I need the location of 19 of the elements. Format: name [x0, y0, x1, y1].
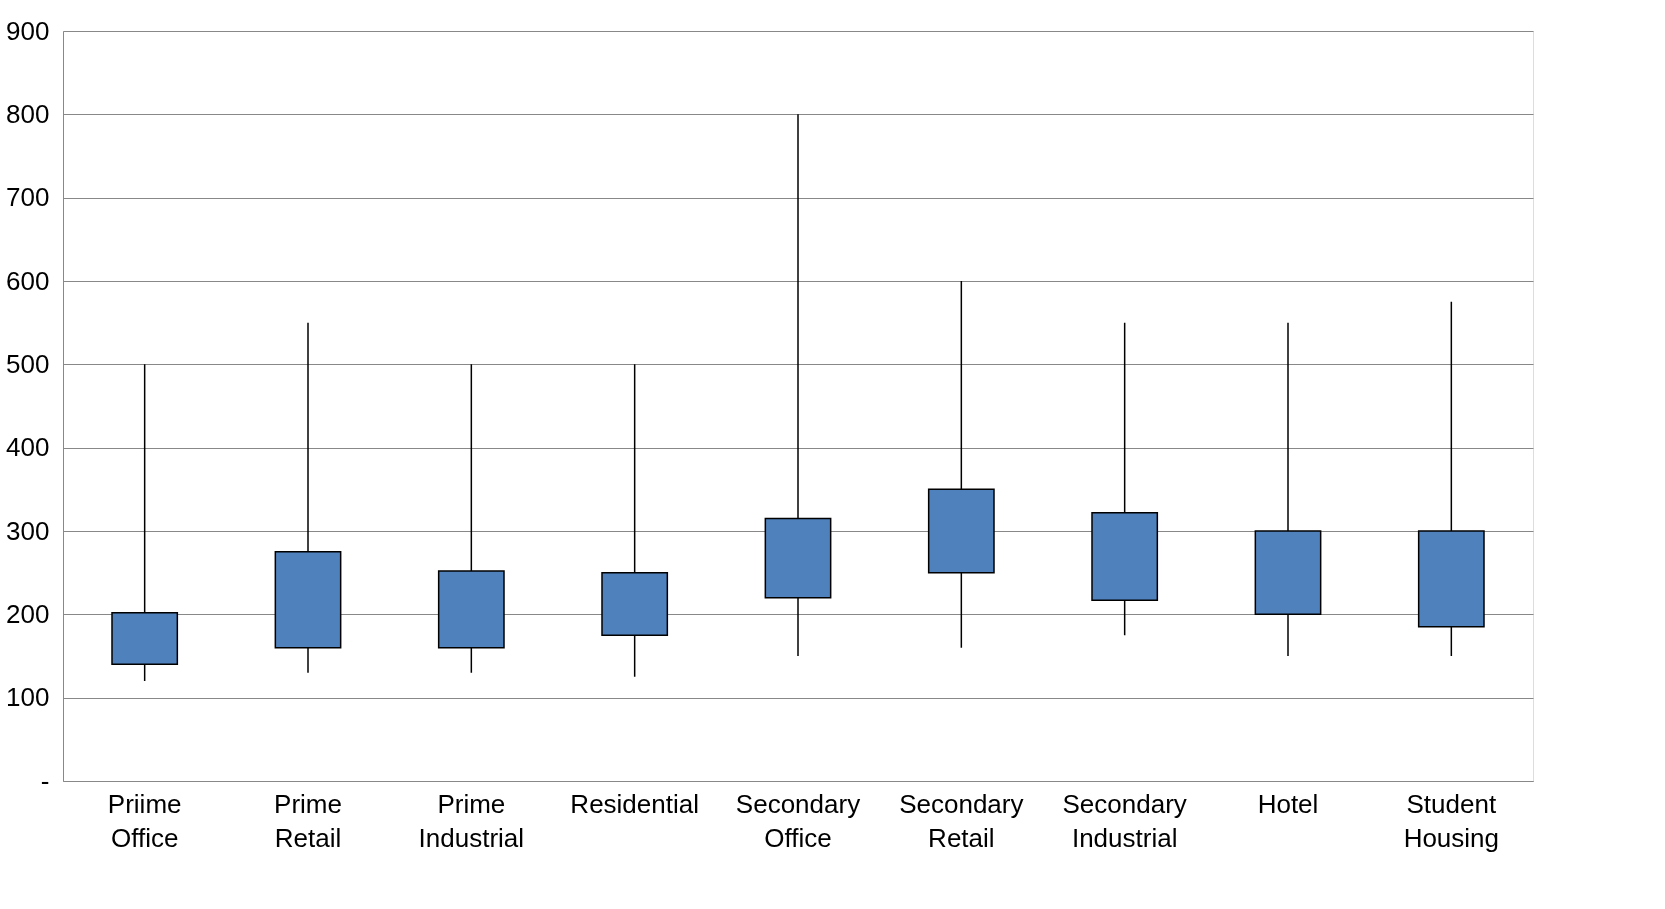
x-tick-label: Secondary Office	[735, 788, 861, 853]
x-tick-label: Prime Industrial	[418, 788, 525, 853]
y-tick-label: -	[40, 765, 50, 796]
y-tick-label: 600	[6, 265, 50, 296]
x-tick-label: Residential	[570, 788, 699, 819]
y-tick-label: 400	[6, 432, 50, 463]
y-tick-label: 100	[6, 682, 50, 713]
x-tick-label: Student Housing	[1403, 788, 1500, 853]
x-tick-label: Priime Office	[107, 788, 182, 853]
y-tick-label: 500	[6, 348, 50, 379]
x-tick-label: Secondary Retail	[899, 788, 1024, 853]
y-tick-label: 200	[6, 598, 50, 629]
y-tick-label: 700	[6, 182, 50, 213]
x-tick-label: Hotel	[1257, 788, 1319, 819]
x-tick-label: Prime Retail	[274, 788, 342, 853]
y-tick-label: 800	[6, 98, 50, 129]
y-tick-label: 300	[6, 515, 50, 546]
y-tick-label: 900	[6, 15, 50, 46]
x-tick-label: Secondary Industrial	[1062, 788, 1187, 853]
